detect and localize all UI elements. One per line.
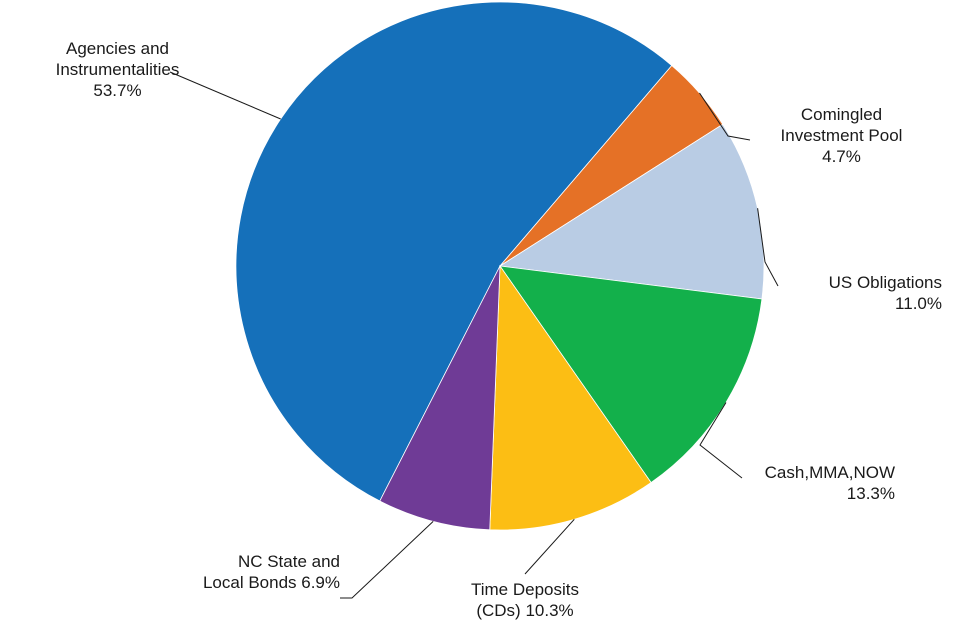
label-comingled: Comingled Investment Pool 4.7% [780,105,903,166]
label-nc-state-bonds: NC State and Local Bonds 6.9% [202,552,340,592]
pie-slice-5 [379,265,501,531]
leader-line-5 [340,521,434,599]
leader-line-4 [524,518,575,575]
label-time-deposits: Time Deposits (CDs) 10.3% [470,580,579,620]
label-cash-mma-now: Cash,MMA,NOW 13.3% [764,463,895,503]
leader-line-1 [699,92,751,141]
pie-slices [235,1,765,531]
leader-line-0 [169,71,281,120]
leader-line-2 [757,208,779,287]
label-us-obligations: US Obligations 11.0% [828,273,942,313]
leader-line-3 [699,402,743,479]
leader-lines [169,71,779,599]
label-agencies: Agencies and Instrumentalities 53.7% [55,39,180,100]
